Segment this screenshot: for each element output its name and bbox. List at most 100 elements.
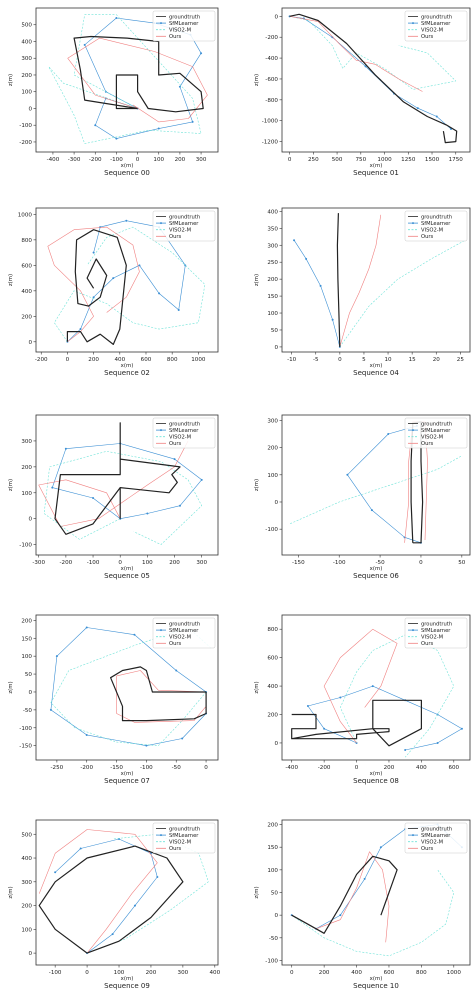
series-groundtruth-line [66,229,127,345]
y-tick-label: 0 [274,500,278,506]
y-tick-label: 500 [21,23,32,29]
y-tick-label: 150 [21,636,32,642]
legend-label-groundtruth: groundtruth [169,826,200,832]
series-sfmlearner-point [158,292,161,295]
y-axis-label: z(m) [8,886,14,898]
legend-box [152,210,216,242]
series-sfmlearner-point [178,504,181,507]
series-sfmlearner-point [371,685,374,688]
x-tick-label: 10 [384,357,392,363]
y-tick-label: 50 [271,328,279,334]
y-axis-label: z(m) [254,681,260,693]
y-tick-label: 400 [267,209,278,215]
series-ours-line [339,214,382,347]
legend-label-sfmlearner: SfMLearner [169,428,199,434]
legend-box [152,617,216,649]
legend-label-viso2-m: VISO2-M [421,28,443,34]
chart-sequence-04: -10 -5 0 5 10 15 20 25050100150200250300350400x… [254,207,471,377]
x-tick-label: 0 [118,560,122,566]
series-sfmlearner-point [460,727,463,730]
y-tick-label: 1000 [18,212,33,218]
y-tick-label: 200 [267,823,278,829]
y-tick-label: 100 [21,654,32,660]
x-tick-label: 250 [308,157,319,163]
chart-sequence-00: -400 -300 -200 -100 0 100 200 300 -200 -100 0 100 20… [8,7,219,177]
x-tick-label: 400 [416,765,427,771]
series-groundtruth-line [291,855,398,934]
legend-marker [412,834,414,837]
legend-label-sfmlearner: SfMLearner [421,21,451,27]
x-tick-label: 800 [416,970,427,976]
y-tick-label: 0 [274,14,278,20]
series-sfmlearner-point [112,277,115,280]
chart-sequence-05: -300 -200 -100 0 100 200 300 -100 0 100 200 300 x(m)… [8,414,219,580]
legend-label-groundtruth: groundtruth [169,421,200,427]
series-sfmlearner-point [64,447,67,450]
legend-box [404,10,468,42]
y-tick-label: 0 [274,741,278,747]
legend-label-viso2-m: VISO2-M [169,635,191,641]
x-tick-label: 200 [146,970,157,976]
x-axis-label: x(m) [370,363,383,369]
legend-box [404,417,468,449]
legend-marker [412,222,414,225]
legend-label-sfmlearner: SfMLearner [169,21,199,27]
chart-sequence-08: -400 -200 0 200 400 600 0 200 400 600 800 x(m) z(m) S… [254,614,471,785]
series-groundtruth-line [54,422,181,535]
x-tick-label: -200 [35,357,48,363]
chart-title: Sequence 10 [353,982,399,990]
x-tick-label: -100 [49,970,62,976]
legend-label-sfmlearner: SfMLearner [421,628,451,634]
y-axis-label: z(m) [254,274,260,286]
x-tick-label: 15 [409,357,417,363]
x-tick-label: -300 [32,560,45,566]
legend-label-viso2-m: VISO2-M [421,840,443,846]
y-tick-label: 100 [267,473,278,479]
y-tick-label: 100 [267,311,278,317]
legend-label-ours: Ours [169,641,182,647]
series-ours-line [323,628,398,744]
legend-box [152,417,216,449]
series-sfmlearner-point [85,626,88,629]
series-sfmlearner-point [319,284,322,287]
x-tick-label: 400 [114,357,125,363]
legend-label-viso2-m: VISO2-M [169,28,191,34]
series-groundtruth-line [291,699,422,747]
plot-frame [35,7,219,153]
series-sfmlearner-point [178,85,181,88]
y-tick-label: 200 [267,713,278,719]
series-sfmlearner-point [323,727,326,730]
legend-label-ours: Ours [421,641,434,647]
y-tick-label: 200 [21,314,32,320]
legend-label-groundtruth: groundtruth [169,14,200,20]
y-axis-label: z(m) [254,886,260,898]
x-tick-label: -100 [140,765,153,771]
series-sfmlearner-line [293,240,341,347]
series-sfmlearner-line [51,443,202,519]
x-tick-label: 0 [204,765,208,771]
y-tick-label: 150 [267,294,278,300]
x-tick-label: -200 [89,157,102,163]
series-sfmlearner-point [370,509,373,512]
y-axis-label: z(m) [8,479,14,491]
legend-label-viso2-m: VISO2-M [169,840,191,846]
series-sfmlearner-point [305,257,308,260]
x-tick-label: 5 [362,357,366,363]
x-tick-label: 100 [153,157,164,163]
x-axis-label: x(m) [121,163,134,169]
legend-label-ours: Ours [421,846,434,852]
series-groundtruth-line [109,666,207,722]
series-sfmlearner-point [339,696,342,699]
legend-label-ours: Ours [169,846,182,852]
series-sfmlearner-point [173,458,176,461]
legend-label-sfmlearner: SfMLearner [169,628,199,634]
y-tick-label: 100 [21,90,32,96]
series-ours-line [289,16,423,92]
legend-label-viso2-m: VISO2-M [169,228,191,234]
x-tick-label: 20 [433,357,441,363]
series-viso2-m-line [43,450,202,545]
y-axis-label: z(m) [8,74,14,86]
legend-label-ours: Ours [169,234,182,240]
legend-label-ours: Ours [169,34,182,40]
chart-sequence-02: -200 0 200 400 600 800 1000 0 200 400 600 800 1000 x(… [8,207,219,377]
